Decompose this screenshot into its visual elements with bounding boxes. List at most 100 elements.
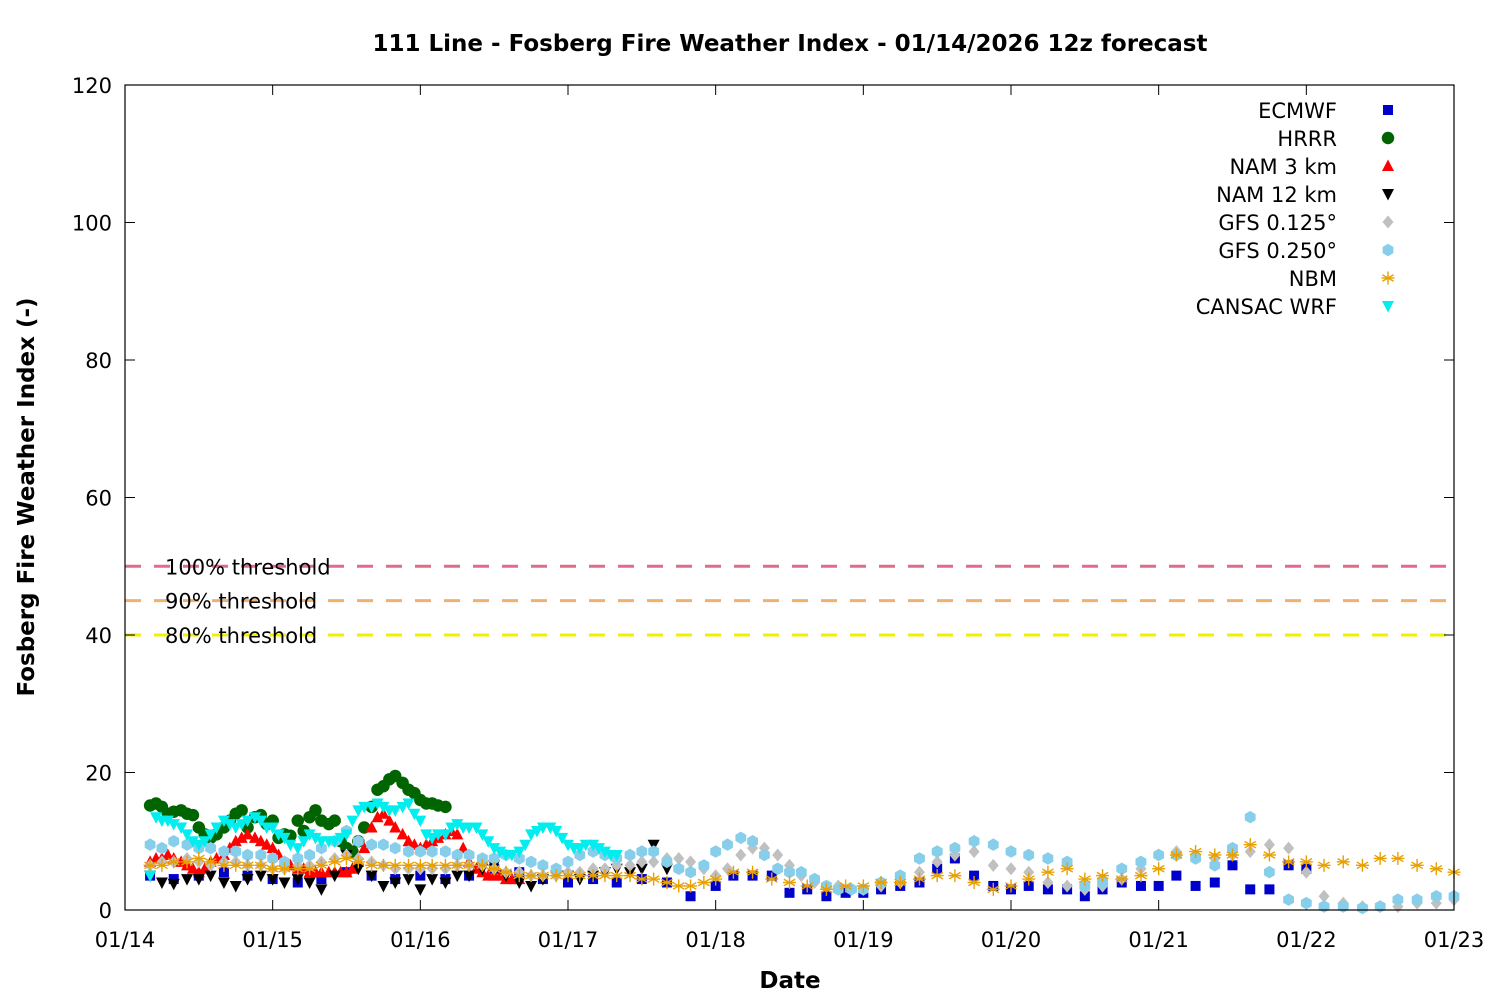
data-point [175,822,188,834]
data-point [530,825,543,838]
data-point [292,852,304,865]
data-point [266,862,280,876]
data-point [587,839,600,852]
data-point [563,877,573,888]
data-points [143,769,1461,915]
data-point [1169,848,1183,862]
data-point [309,832,322,845]
data-point [376,858,390,872]
data-point [346,815,359,828]
data-point [181,874,194,886]
data-point [352,835,364,848]
data-point [186,862,199,874]
data-point [248,812,261,824]
data-point [1392,893,1404,906]
data-point [451,870,464,883]
data-point [297,836,310,848]
data-point [1152,862,1166,876]
data-point [512,869,526,883]
data-point [328,855,342,869]
data-point [462,858,476,872]
data-point [599,862,611,876]
data-point [505,850,518,862]
data-point [204,870,217,883]
data-point [648,855,660,869]
data-point [396,827,409,840]
data-point [156,841,168,855]
data-point [315,884,328,896]
data-point [1134,869,1148,883]
series-nbm [143,838,1461,896]
series-cansac-wrf [144,798,623,883]
data-point [144,870,157,883]
data-point [1022,872,1036,886]
data-point [181,829,194,841]
data-point [660,876,674,889]
x-tick-label: 01/19 [833,928,894,952]
data-point [1374,900,1386,913]
data-point [611,877,622,888]
data-point [710,845,722,858]
data-point [303,829,316,841]
data-point [1171,870,1182,881]
data-point [1429,862,1443,876]
data-point [1283,893,1294,906]
data-point [1357,901,1368,915]
data-point [772,848,784,862]
data-point [272,829,285,841]
data-point [1300,896,1312,910]
y-tick-label: 60 [85,487,112,511]
data-point [408,808,421,821]
data-point [314,858,328,872]
data-point [1244,845,1256,859]
data-point [167,819,180,831]
x-tick-label: 01/18 [685,928,746,952]
data-point [155,858,169,872]
data-point [1382,301,1394,313]
x-tick-label: 01/20 [981,928,1042,952]
data-point [499,865,513,879]
data-point [377,801,390,814]
data-point [451,827,464,840]
data-point [396,801,409,814]
data-point [494,846,507,859]
data-point [912,872,926,886]
data-point [358,841,371,854]
data-point [223,819,236,831]
data-point [218,845,230,858]
data-point [277,862,291,876]
data-point [229,880,242,893]
data-point [291,843,304,855]
data-point [1227,841,1238,855]
data-point [328,836,341,848]
data-point [205,841,217,855]
data-point [1382,159,1394,171]
legend-label: NAM 12 km [1216,183,1337,207]
legend: ECMWF HRRR NAM 3 km NAM 12 km GFS 0.125° GFS … [1196,99,1395,319]
data-point [415,870,426,881]
data-point [291,874,304,886]
data-point [1264,865,1275,879]
data-point [161,815,174,828]
data-point [402,798,415,810]
data-point [346,862,359,874]
data-point [913,865,925,879]
data-point [352,805,365,817]
data-point [573,869,587,883]
threshold-lines: 100% threshold 90% threshold 80% threshold [125,555,1454,648]
data-point [1004,879,1018,893]
data-point [1264,884,1275,895]
data-point [987,838,999,851]
x-tick-label: 01/21 [1128,928,1189,952]
data-point [403,845,414,858]
legend-label: GFS 0.250° [1218,239,1337,263]
data-point [610,850,623,862]
data-point [309,804,322,817]
data-point [1243,838,1257,852]
data-point [874,876,888,889]
data-point [351,855,365,869]
data-point [1079,891,1090,902]
data-point [487,862,501,876]
data-point [986,882,1000,896]
data-point [759,848,770,862]
